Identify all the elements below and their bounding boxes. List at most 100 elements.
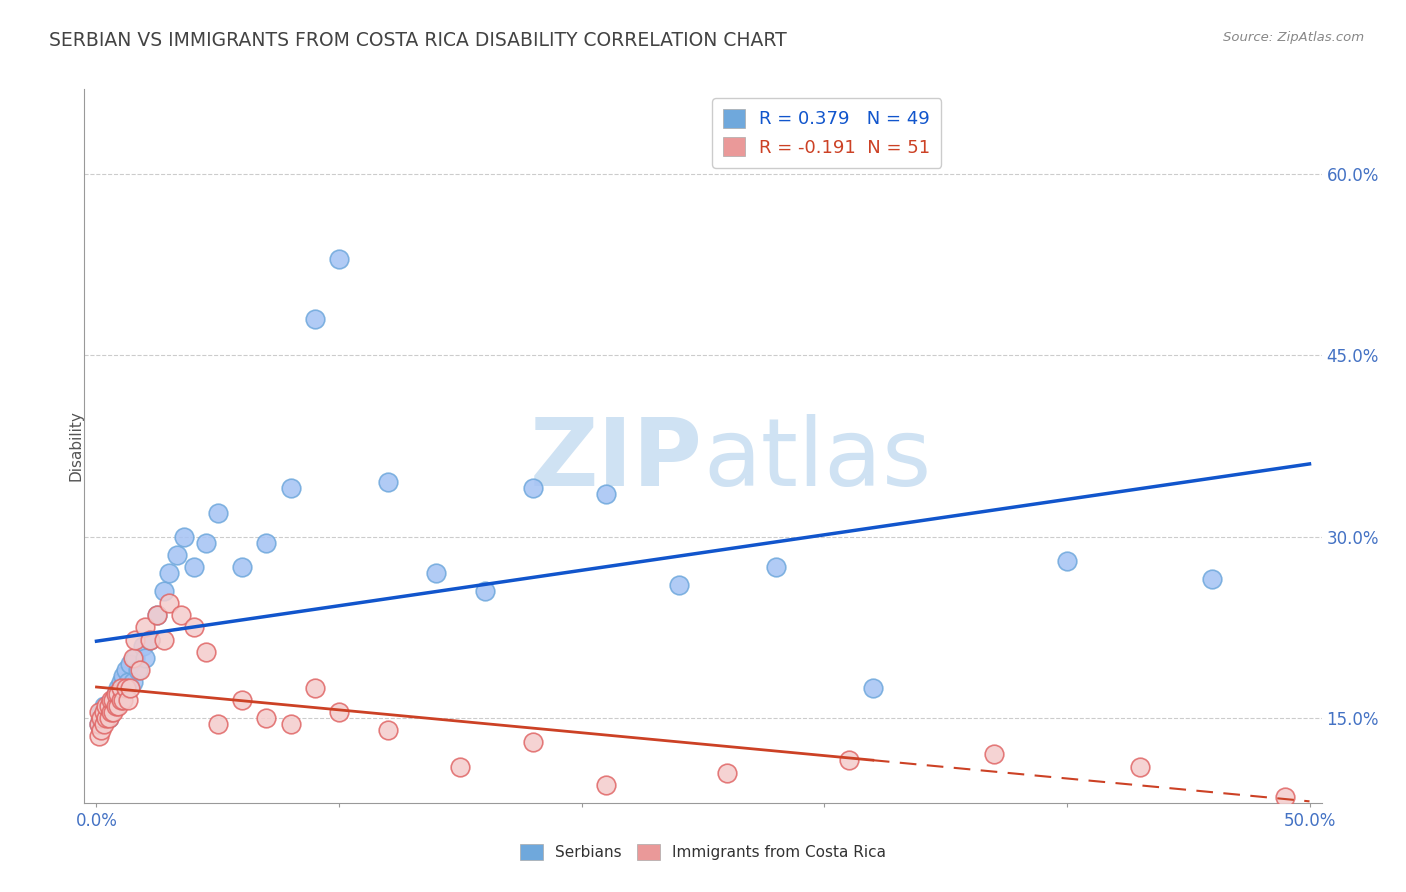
Point	[96, 705, 118, 719]
Point	[1056, 554, 1078, 568]
Point	[107, 687, 129, 701]
Point	[328, 252, 350, 266]
Point	[110, 681, 132, 695]
Point	[93, 699, 115, 714]
Point	[114, 663, 136, 677]
Point	[134, 650, 156, 665]
Point	[304, 312, 326, 326]
Point	[107, 699, 129, 714]
Point	[595, 487, 617, 501]
Point	[103, 693, 125, 707]
Point	[449, 759, 471, 773]
Point	[131, 639, 153, 653]
Point	[194, 535, 217, 549]
Point	[231, 693, 253, 707]
Point	[139, 632, 162, 647]
Point	[90, 711, 112, 725]
Point	[668, 578, 690, 592]
Point	[122, 674, 145, 689]
Point	[231, 560, 253, 574]
Point	[107, 681, 129, 695]
Point	[146, 608, 169, 623]
Legend: Serbians, Immigrants from Costa Rica: Serbians, Immigrants from Costa Rica	[513, 838, 893, 866]
Point	[103, 705, 125, 719]
Point	[114, 681, 136, 695]
Point	[100, 705, 122, 719]
Text: SERBIAN VS IMMIGRANTS FROM COSTA RICA DISABILITY CORRELATION CHART: SERBIAN VS IMMIGRANTS FROM COSTA RICA DI…	[49, 31, 787, 50]
Point	[110, 674, 132, 689]
Point	[124, 632, 146, 647]
Point	[173, 530, 195, 544]
Point	[1274, 789, 1296, 804]
Point	[110, 693, 132, 707]
Point	[107, 693, 129, 707]
Point	[97, 711, 120, 725]
Point	[1129, 759, 1152, 773]
Point	[207, 717, 229, 731]
Point	[328, 705, 350, 719]
Point	[124, 650, 146, 665]
Point	[112, 693, 135, 707]
Point	[93, 717, 115, 731]
Point	[716, 765, 738, 780]
Point	[166, 548, 188, 562]
Point	[1201, 572, 1223, 586]
Point	[90, 723, 112, 738]
Point	[100, 705, 122, 719]
Point	[90, 705, 112, 719]
Point	[96, 711, 118, 725]
Point	[117, 674, 139, 689]
Point	[103, 693, 125, 707]
Text: ZIP: ZIP	[530, 414, 703, 507]
Point	[765, 560, 787, 574]
Point	[280, 481, 302, 495]
Point	[127, 663, 149, 677]
Point	[207, 506, 229, 520]
Point	[100, 693, 122, 707]
Point	[87, 717, 110, 731]
Point	[983, 747, 1005, 762]
Y-axis label: Disability: Disability	[69, 410, 83, 482]
Point	[183, 560, 205, 574]
Point	[170, 608, 193, 623]
Point	[97, 699, 120, 714]
Point	[87, 729, 110, 743]
Point	[100, 699, 122, 714]
Point	[87, 705, 110, 719]
Point	[280, 717, 302, 731]
Point	[104, 699, 127, 714]
Point	[103, 699, 125, 714]
Point	[522, 481, 544, 495]
Point	[304, 681, 326, 695]
Text: Source: ZipAtlas.com: Source: ZipAtlas.com	[1223, 31, 1364, 45]
Point	[110, 687, 132, 701]
Point	[425, 566, 447, 580]
Point	[862, 681, 884, 695]
Point	[157, 596, 180, 610]
Point	[595, 778, 617, 792]
Point	[104, 687, 127, 701]
Point	[117, 693, 139, 707]
Point	[104, 687, 127, 701]
Point	[153, 632, 176, 647]
Point	[112, 669, 135, 683]
Point	[129, 663, 152, 677]
Point	[522, 735, 544, 749]
Point	[377, 475, 399, 490]
Point	[183, 620, 205, 634]
Point	[838, 754, 860, 768]
Point	[153, 584, 176, 599]
Point	[254, 535, 277, 549]
Point	[122, 650, 145, 665]
Point	[87, 717, 110, 731]
Point	[120, 657, 142, 671]
Text: atlas: atlas	[703, 414, 931, 507]
Point	[120, 681, 142, 695]
Point	[97, 711, 120, 725]
Point	[93, 711, 115, 725]
Point	[146, 608, 169, 623]
Point	[254, 711, 277, 725]
Point	[134, 620, 156, 634]
Point	[139, 632, 162, 647]
Point	[93, 705, 115, 719]
